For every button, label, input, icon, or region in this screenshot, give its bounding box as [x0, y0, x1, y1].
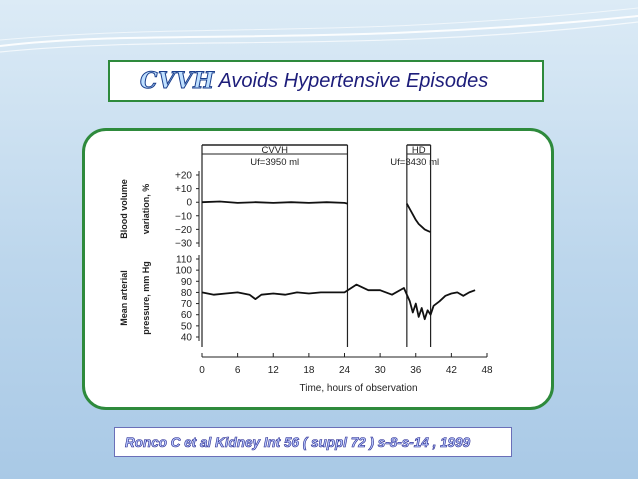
y-tick-label: 80 [181, 288, 193, 299]
y-axis-title: variation, % [141, 184, 151, 235]
x-tick-label: 18 [303, 365, 315, 376]
phase-sublabel: Uf=3430 ml [390, 157, 439, 168]
phase-sublabel: Uf=3950 ml [250, 157, 299, 168]
x-tick-label: 0 [199, 365, 205, 376]
y-tick-label: 110 [176, 255, 192, 266]
x-axis-title: Time, hours of observation [299, 383, 417, 394]
x-tick-label: 36 [410, 365, 422, 376]
y-tick-label: 50 [181, 321, 193, 332]
slide-title-box: CVVH Avoids Hypertensive Episodes [108, 60, 544, 102]
y-axis-title: Blood volume [119, 179, 129, 239]
y-tick-label: −10 [175, 211, 192, 222]
series-line [201, 200, 348, 205]
x-tick-label: 12 [268, 365, 280, 376]
decorative-waves [0, 7, 638, 53]
x-tick-label: 24 [339, 365, 351, 376]
x-tick-label: 48 [481, 365, 493, 376]
y-tick-label: 70 [181, 299, 193, 310]
title-text: Avoids Hypertensive Episodes [218, 69, 489, 92]
y-tick-label: +10 [175, 184, 192, 195]
x-tick-label: 30 [375, 365, 387, 376]
y-axis-title: pressure, mm Hg [141, 261, 151, 335]
reference-box: Ronco C et al Kidney Int 56 ( suppl 72 )… [114, 427, 512, 457]
y-tick-label: −30 [175, 239, 192, 250]
series-line [406, 203, 431, 233]
y-tick-label: 0 [186, 198, 192, 209]
x-tick-label: 6 [235, 365, 241, 376]
y-tick-label: +20 [175, 171, 192, 182]
phase-label: CVVH [262, 145, 289, 156]
y-tick-label: 60 [181, 310, 193, 321]
reference-text: Ronco C et al Kidney Int 56 ( suppl 72 )… [125, 434, 471, 450]
chart-card: CVVH Uf=3950 ml HD Uf=3430 ml +20 +10 0 −10 −20 −… [82, 128, 554, 410]
x-tick-label: 42 [446, 365, 458, 376]
title-highlight: CVVH [139, 68, 215, 95]
y-axis-title: Mean arterial [119, 270, 129, 326]
y-tick-label: −20 [175, 225, 192, 236]
y-tick-label: 40 [181, 333, 193, 344]
y-tick-label: 90 [181, 277, 193, 288]
y-tick-label: 100 [175, 266, 192, 277]
series-line [201, 283, 476, 321]
phase-label: HD [412, 145, 426, 156]
